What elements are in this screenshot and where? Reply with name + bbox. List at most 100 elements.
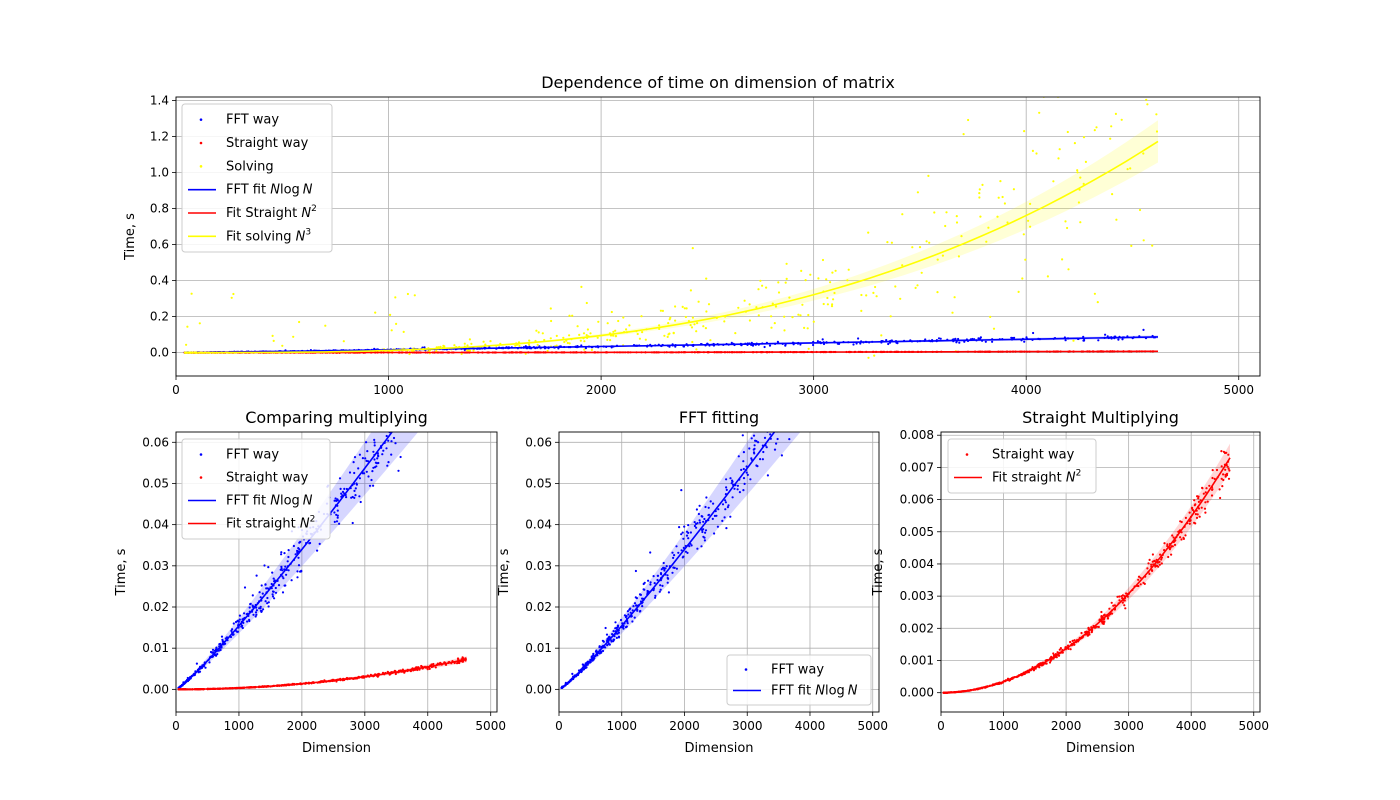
scatter-point [953,296,956,299]
scatter-point [832,298,835,301]
scatter-point [1031,149,1034,152]
fit-line [197,336,1159,354]
scatter-point [1045,662,1048,665]
scatter-point [299,570,302,573]
scatter-point [297,564,301,567]
legend-label: Fit straight N2 [992,469,1081,486]
scatter-point [406,292,409,296]
scatter-point [1104,333,1107,336]
scatter-point [783,329,786,332]
scatter-point [386,670,389,674]
y-tick-label: 1.2 [150,130,169,144]
scatter-point [265,587,268,590]
scatter-point [899,297,902,300]
scatter-point [689,324,692,327]
scatter-point [272,577,275,580]
scatter-point [219,642,222,646]
scatter-point [1163,542,1166,545]
scatter-point [395,322,398,325]
y-tick: 0.001 [900,654,941,668]
scatter-point [395,427,397,429]
scatter-point [358,453,361,456]
scatter-point [835,371,837,373]
scatter-point [357,467,360,470]
scatter-point [628,608,631,611]
scatter-point [612,330,615,333]
scatter-point [837,318,839,320]
scatter-point [472,349,475,352]
legend-marker [199,141,203,145]
scatter-point [1097,339,1100,342]
scatter-point [1208,484,1211,487]
x-tick: 5000 [1223,376,1254,397]
axes-frame [940,431,1261,713]
scatter-point [981,183,984,186]
scatter-point [1017,290,1020,293]
scatter-point [875,295,878,298]
scatter-point [759,279,762,282]
scatter-point [1171,534,1174,537]
scatter-point [914,286,917,289]
scatter-point [702,535,705,538]
scatter-point [671,571,674,574]
scatter-point [955,221,959,224]
scatter-point [433,335,435,337]
scatter-point [351,521,354,525]
scatter-point [755,401,757,403]
scatter-point [792,401,794,403]
legend-label: Solving [226,159,274,174]
scatter-point [1093,292,1096,295]
legend-marker [744,668,748,671]
scatter-point [541,332,544,335]
scatter-point [626,610,630,613]
y-tick: 0.03 [525,559,559,573]
scatter-point [1220,465,1223,468]
legend-entry: Straight way [199,471,309,486]
scatter-point [338,477,342,480]
scatter-point [1197,495,1200,498]
scatter-point [267,601,270,604]
scatter-point [444,355,446,357]
scatter-point [1123,599,1126,602]
scatter-point [737,306,740,309]
scatter-point [576,325,579,328]
scatter-point [723,320,726,323]
scatter-point [1166,544,1169,548]
scatter-point [403,671,406,674]
scatter-point [1142,581,1145,585]
scatter-point [738,491,742,494]
scatter-point [727,504,730,507]
scatter-point [1138,208,1142,212]
scatter-point [901,213,904,216]
scatter-point [610,639,613,642]
scatter-point [696,547,699,550]
scatter-point [366,450,369,453]
scatter-point [1194,513,1197,516]
scatter-point [925,240,928,243]
scatter-point [771,424,773,426]
scatter-point [761,284,764,287]
scatter-point [594,650,598,653]
scatter-point [274,591,278,594]
scatter-point [1171,545,1174,548]
scatter-point [1113,604,1116,607]
scatter-point [518,344,521,347]
y-tick: 0.06 [525,435,559,449]
scatter-point [769,433,772,436]
scatter-point [428,667,431,671]
scatter-point [702,520,705,523]
scatter-point [1108,607,1111,610]
y-tick: 0.02 [525,600,559,614]
scatter-point [654,594,657,598]
scatter-point [804,279,807,282]
scatter-point [1167,555,1170,559]
scatter-point [682,537,685,540]
scatter-point [798,409,800,411]
scatter-point [537,331,540,334]
scatter-point [773,322,776,325]
y-tick-label: 0.06 [142,435,169,449]
scatter-point [1218,488,1221,491]
scatter-point [439,345,442,348]
scatter-point [860,293,863,297]
scatter-point [1073,142,1076,145]
